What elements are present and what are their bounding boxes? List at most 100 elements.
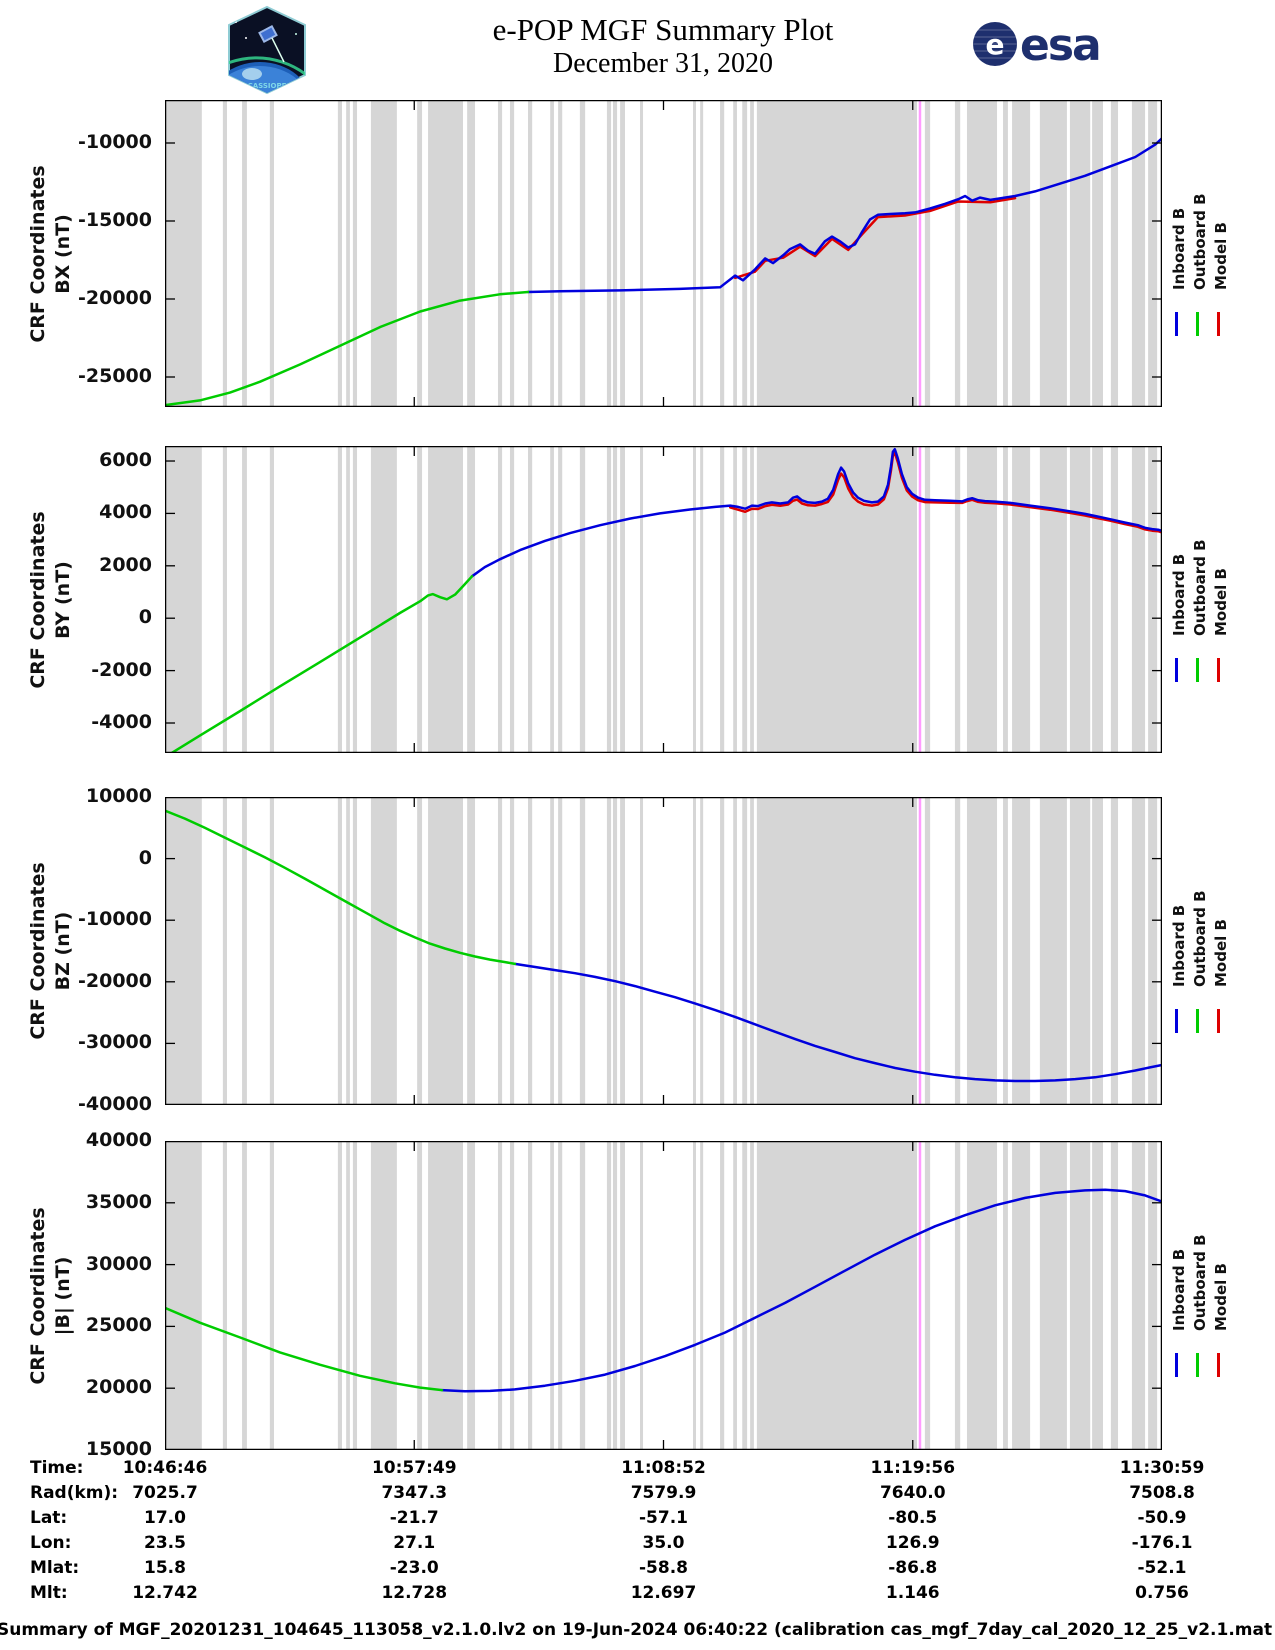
- data-gap-band: [222, 1142, 228, 1449]
- data-gap-band: [1039, 1142, 1067, 1449]
- data-gap-band: [165, 1142, 202, 1449]
- data-gap-band: [370, 798, 397, 1104]
- y-tick-label: -10000: [78, 130, 152, 153]
- data-gap-band: [509, 101, 515, 406]
- data-gap-band: [612, 101, 618, 406]
- ephemeris-row-label: Rad(km):: [30, 1483, 119, 1503]
- data-gap-band: [1012, 447, 1031, 752]
- data-gap-band: [606, 447, 612, 752]
- data-gap-band: [346, 798, 350, 1104]
- legend-label-outboard-b: Outboard B: [1191, 890, 1209, 987]
- data-gap-band: [269, 1142, 274, 1449]
- data-gap-band: [346, 1142, 350, 1449]
- data-gap-band: [720, 101, 725, 406]
- data-gap-band: [497, 101, 503, 406]
- data-gap-band: [1012, 798, 1031, 1104]
- y-axis-label-line1-text: CRF Coordinates: [27, 862, 49, 1040]
- series-inboard-b: [513, 962, 1162, 1083]
- data-gap-band: [1110, 447, 1119, 752]
- data-gap-band: [954, 447, 961, 752]
- svg-text:e: e: [986, 28, 1005, 61]
- data-gap-band: [497, 1142, 503, 1449]
- axes-box: [165, 100, 1162, 407]
- ephemeris-value: -52.1: [1137, 1558, 1187, 1578]
- axes-box: [165, 446, 1162, 753]
- data-gap-band: [579, 101, 586, 406]
- plot-bx: [165, 100, 1162, 407]
- data-gap-band: [1131, 447, 1146, 752]
- axes-box: [165, 797, 1162, 1105]
- ephemeris-row-label: Lon:: [30, 1533, 72, 1553]
- data-gap-band: [1069, 447, 1091, 752]
- data-gap-band: [509, 1142, 515, 1449]
- data-gap-band: [924, 798, 931, 1104]
- ephemeris-value: -86.8: [888, 1558, 938, 1578]
- data-gap-band: [756, 1142, 917, 1449]
- data-gap-band: [1092, 447, 1103, 752]
- plot-bz: [165, 797, 1162, 1105]
- y-tick-label: -25000: [78, 365, 152, 387]
- data-gap-band: [1092, 101, 1103, 406]
- data-gap-band: [467, 798, 476, 1104]
- data-gap-band: [467, 1142, 476, 1449]
- ephemeris-value: -80.5: [888, 1508, 938, 1528]
- y-tick-label: 35000: [85, 1190, 152, 1213]
- ephemeris-row-label: Mlt:: [30, 1583, 68, 1603]
- ephemeris-value: 23.5: [144, 1533, 186, 1553]
- data-gap-band: [370, 101, 397, 406]
- data-gap-band: [558, 798, 563, 1104]
- data-gap-band: [756, 798, 917, 1104]
- y-axis-label-line1-text: CRF Coordinates: [27, 1206, 49, 1385]
- data-gap-band: [700, 798, 704, 1104]
- data-gap-band: [1131, 798, 1146, 1104]
- data-gap-band: [497, 447, 503, 752]
- data-gap-band: [528, 101, 533, 406]
- data-gap-band: [700, 101, 704, 406]
- ephemeris-value: -57.1: [639, 1508, 688, 1528]
- data-gap-band: [733, 447, 737, 752]
- data-gap-band: [954, 101, 961, 406]
- data-gap-band: [742, 101, 748, 406]
- data-gap-band: [428, 101, 464, 406]
- y-tick-label: 30000: [85, 1252, 152, 1275]
- data-gap-band: [1110, 1142, 1119, 1449]
- data-gap-band: [733, 798, 737, 1104]
- data-gap-band: [606, 101, 612, 406]
- data-gap-band: [1003, 447, 1008, 752]
- legend-mark-model-b: [1217, 1353, 1220, 1377]
- data-gap-band: [558, 447, 563, 752]
- data-gap-band: [733, 101, 737, 406]
- data-gap-band: [924, 101, 931, 406]
- data-gap-band: [1148, 101, 1158, 406]
- data-gap-band: [750, 101, 754, 406]
- plot-by: [165, 446, 1162, 753]
- data-gap-band: [1092, 1142, 1103, 1449]
- data-gap-band: [242, 447, 247, 752]
- ephemeris-value: 27.1: [393, 1533, 436, 1553]
- series-outboard-b: [169, 575, 474, 753]
- ephemeris-value: -21.7: [389, 1508, 439, 1528]
- data-gap-band: [337, 798, 343, 1104]
- legend-mark-inboard-b: [1175, 658, 1178, 682]
- data-gap-band: [165, 798, 202, 1104]
- y-tick-label: -4000: [91, 711, 152, 733]
- footer-caption: Summary of MGF_20201231_104645_113058_v2…: [0, 1620, 1275, 1640]
- data-gap-band: [370, 1142, 397, 1449]
- legend-label-model-b: Model B: [1212, 222, 1230, 290]
- y-tick-label: 0: [138, 846, 152, 869]
- y-axis-label-line1-text: CRF Coordinates: [27, 164, 49, 343]
- data-gap-band: [750, 447, 754, 752]
- y-tick-label: 4000: [99, 501, 152, 524]
- data-gap-band: [966, 101, 998, 406]
- ephemeris-value: 11:30:59: [1119, 1458, 1205, 1478]
- y-tick-label: 15000: [85, 1438, 152, 1460]
- esa-logo-text: esa: [1020, 20, 1100, 70]
- data-gap-band: [428, 1142, 464, 1449]
- data-gap-band: [528, 1142, 533, 1449]
- legend-label-inboard-b: Inboard B: [1170, 1248, 1188, 1331]
- data-gap-band: [756, 447, 917, 752]
- data-gap-band: [742, 798, 748, 1104]
- data-gap-band: [620, 101, 625, 406]
- data-gap-band: [924, 447, 931, 752]
